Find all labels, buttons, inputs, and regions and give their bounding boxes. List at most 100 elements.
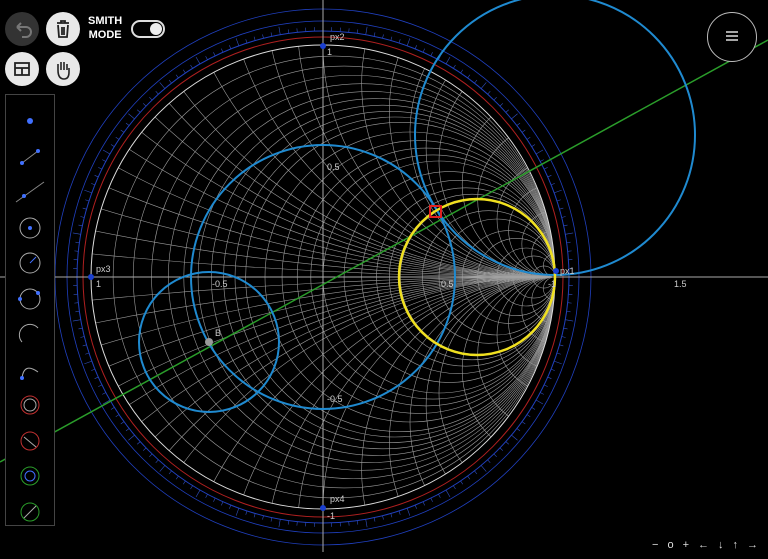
scale-tick [505,441,509,445]
tool-icon[interactable] [10,456,50,496]
tool-icon[interactable] [10,208,50,248]
scale-tick [84,189,92,194]
nav-control[interactable]: + [682,539,689,551]
layout-button[interactable] [5,52,39,86]
mode-toggle[interactable] [131,20,165,38]
scale-tick [182,480,186,485]
nav-control[interactable]: o [667,539,674,551]
undo-icon [16,22,32,38]
scale-tick [554,189,562,194]
scale-tick [168,470,172,475]
intersection-point[interactable] [429,205,442,218]
nav-controls: − o + ← ↓ ↑ → [643,539,758,551]
delete-button[interactable] [46,12,80,46]
tool-icon[interactable] [10,172,50,212]
nav-control[interactable]: → [747,539,758,551]
scale-tick [72,232,81,235]
axis-label: 0.5 [327,162,340,172]
axis-label: -1 [327,511,335,521]
pan-button[interactable] [46,52,80,86]
reactance-arc [91,276,555,509]
scale-tick [487,459,491,463]
reactance-arc [409,45,555,278]
scale-tick [511,113,518,120]
scale-tick [535,399,544,405]
label: MODE [88,29,122,41]
scale-tick [110,407,115,410]
reactance-arc [438,276,555,509]
scale-tick [445,56,451,65]
scale-tick [229,504,232,509]
nav-control[interactable]: ← [698,539,709,551]
scale-tick [521,421,526,425]
tool-icon[interactable] [10,279,50,319]
scale-tick [102,392,106,395]
selected-circle[interactable] [397,197,557,357]
circle [190,144,456,410]
scale-tick [190,64,193,69]
point-b[interactable] [205,338,213,346]
tool-icon[interactable] [10,101,50,141]
scale-tick [168,79,172,84]
reactance-arc [361,276,555,509]
circle [414,0,696,276]
scale-tick [125,428,130,432]
scale-tick [390,36,393,41]
scale-tick [540,159,544,162]
point-label: px4 [330,494,345,504]
nav-control[interactable]: ↑ [732,539,739,551]
scale-tick [565,319,574,322]
scale-tick [516,428,521,432]
tool-icon[interactable] [10,421,50,461]
scale-tick [493,96,497,101]
scale-tick [535,149,544,155]
scale-tick [550,368,555,371]
scale-tick [120,129,125,133]
scale-tick [205,494,208,498]
reactance-arc [425,45,555,278]
scale-tick [493,453,497,458]
menu-button[interactable] [707,12,757,62]
scale-tick [190,485,193,490]
tool-icon[interactable] [10,243,50,283]
tool-icon[interactable] [10,492,50,532]
scale-tick [453,64,456,69]
scale-tick [98,384,103,387]
undo-button[interactable] [5,12,39,46]
reactance-arc [168,45,555,278]
point-label: px3 [96,264,111,274]
scale-tick [526,414,531,418]
tool-icon[interactable] [10,314,50,354]
scale-tick [278,519,281,528]
scale-tick [445,489,451,498]
scale-tick [390,513,393,518]
scale-tick [422,501,425,506]
scale-tick [78,327,83,330]
nav-control[interactable]: ↓ [718,539,724,551]
scale-tick [110,144,115,147]
reactance-arc [461,91,555,278]
scale-tick [499,447,504,451]
point [553,268,559,274]
reactance-arc [508,183,555,278]
scale-tick [373,517,376,522]
tool-icon[interactable] [10,137,50,177]
scale-tick [195,56,201,65]
point-label: px1 [560,266,575,276]
tool-icon[interactable] [10,350,50,390]
scale-tick [460,480,464,485]
tool-panel [5,94,55,526]
scale-tick [547,175,552,178]
scale-tick [474,470,478,475]
scale-tick [270,517,273,522]
scale-tick [382,515,384,520]
scale-tick [115,136,120,140]
scale-tick [182,69,186,74]
nav-control[interactable]: − [652,539,659,551]
tool-icon[interactable] [10,385,50,425]
scale-tick [128,434,135,441]
scale-tick [120,421,125,425]
scale-tick [406,38,411,46]
scale-tick [566,310,571,313]
